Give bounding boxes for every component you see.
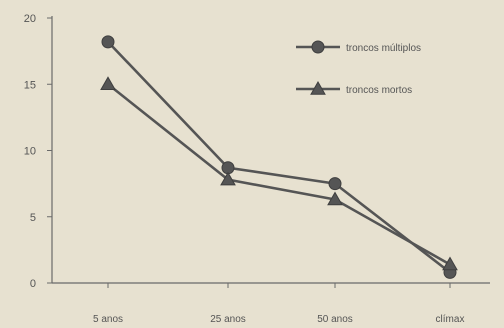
- legend-item-1: troncos mortos: [296, 80, 412, 96]
- x-tick-label: 5 anos: [93, 314, 123, 325]
- data-point: [327, 191, 343, 206]
- x-tick-label: 25 anos: [210, 314, 246, 325]
- data-point: [328, 177, 342, 191]
- legend: troncos múltiplos troncos mortos: [296, 40, 421, 96]
- series-0: [101, 35, 457, 279]
- y-tick-label: 10: [24, 146, 36, 158]
- x-tick-label: clímax: [436, 314, 465, 325]
- legend-label: troncos múltiplos: [346, 43, 421, 54]
- data-point: [100, 76, 116, 90]
- data-point: [101, 35, 115, 49]
- x-tick-label: 50 anos: [317, 314, 353, 325]
- series-line: [107, 40, 451, 274]
- legend-label: troncos mortos: [346, 85, 412, 96]
- y-tick-label: 5: [30, 212, 36, 224]
- y-tick-label: 15: [24, 79, 36, 91]
- y-tick-label: 0: [30, 278, 36, 290]
- data-point: [442, 256, 458, 271]
- legend-item-0: troncos múltiplos: [296, 40, 421, 54]
- series-line: [107, 83, 451, 266]
- y-tick-label: 20: [24, 13, 36, 25]
- series-1: [100, 76, 458, 271]
- series-layer: [100, 35, 458, 279]
- axes: 0 5 10 15 20 5 anos 25 anos 50 anos clímax: [24, 13, 490, 325]
- data-point: [220, 171, 236, 186]
- legend-marker: [310, 80, 326, 95]
- legend-marker: [311, 40, 325, 54]
